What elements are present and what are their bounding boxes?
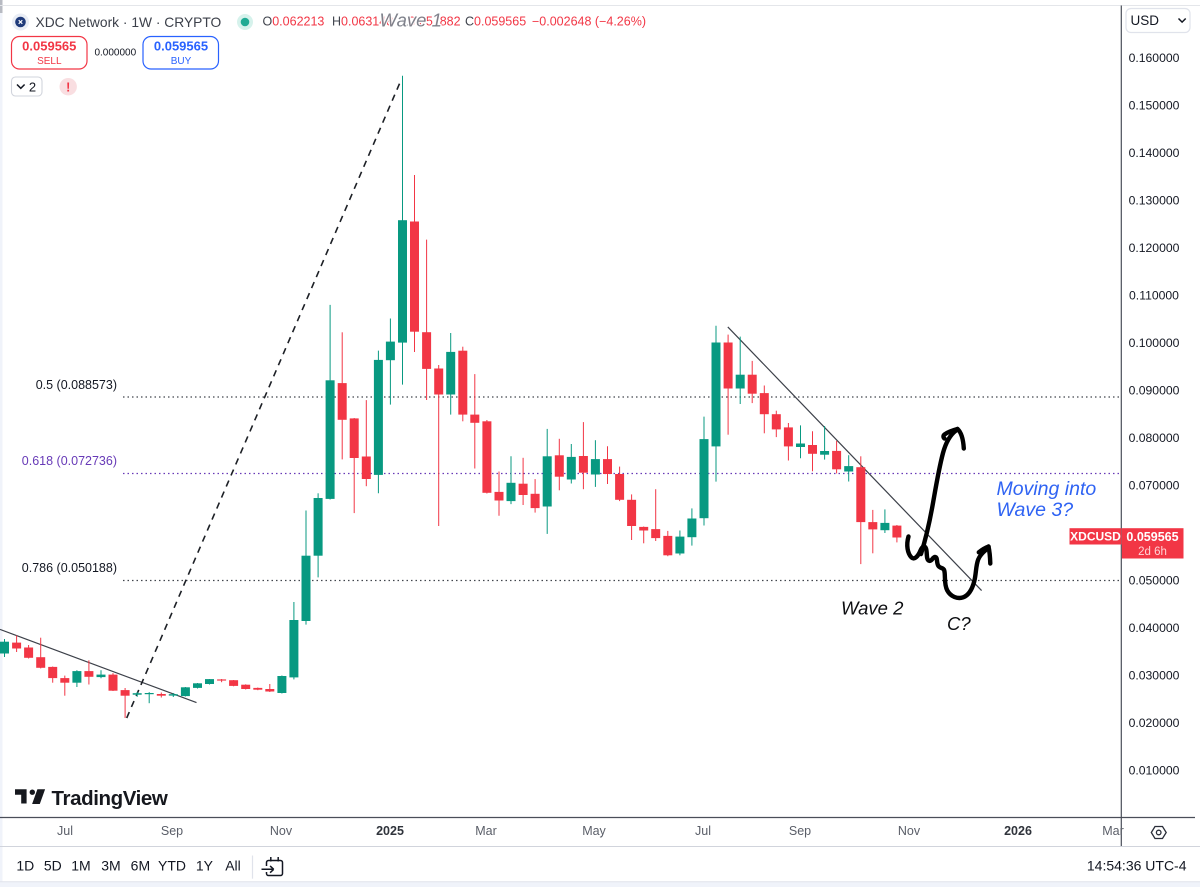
svg-text:1M: 1M — [71, 858, 90, 874]
svg-text:14:54:36 UTC-4: 14:54:36 UTC-4 — [1087, 858, 1187, 874]
svg-text:Mar: Mar — [1102, 824, 1124, 838]
svg-text:0.059565: 0.059565 — [154, 39, 208, 54]
svg-text:0.070000: 0.070000 — [1129, 478, 1180, 492]
svg-text:Jul: Jul — [57, 824, 73, 838]
svg-text:0.786 (0.050188): 0.786 (0.050188) — [22, 561, 117, 575]
svg-text:0.010000: 0.010000 — [1129, 763, 1180, 777]
svg-text:TradingView: TradingView — [52, 787, 168, 810]
svg-text:!: ! — [66, 80, 70, 94]
svg-text:C?: C? — [947, 613, 971, 634]
svg-text:3M: 3M — [101, 858, 120, 874]
svg-text:0.020000: 0.020000 — [1129, 716, 1180, 730]
svg-text:All: All — [225, 858, 241, 874]
svg-text:L0.057882: L0.057882 — [402, 14, 461, 28]
svg-text:2: 2 — [29, 80, 36, 95]
svg-text:0.130000: 0.130000 — [1129, 193, 1180, 207]
svg-text:O0.062213: O0.062213 — [263, 14, 325, 28]
svg-text:0.110000: 0.110000 — [1129, 288, 1179, 302]
svg-text:May: May — [582, 824, 606, 838]
svg-text:XDC Network · 1W · CRYPTO: XDC Network · 1W · CRYPTO — [36, 15, 222, 30]
svg-text:2025: 2025 — [376, 824, 404, 838]
svg-text:USD: USD — [1131, 13, 1160, 28]
svg-text:Nov: Nov — [898, 824, 921, 838]
svg-text:BUY: BUY — [171, 56, 192, 67]
svg-text:2d 6h: 2d 6h — [1138, 546, 1167, 558]
svg-text:6M: 6M — [131, 858, 150, 874]
svg-text:Wave 1: Wave 1 — [380, 10, 442, 31]
svg-text:0.090000: 0.090000 — [1129, 383, 1180, 397]
svg-text:Nov: Nov — [270, 824, 293, 838]
svg-text:SELL: SELL — [37, 56, 62, 67]
svg-text:1Y: 1Y — [196, 858, 214, 874]
svg-text:Wave 2: Wave 2 — [841, 598, 904, 619]
svg-text:0.059565: 0.059565 — [22, 39, 76, 54]
svg-text:0.140000: 0.140000 — [1129, 146, 1180, 160]
svg-text:0.100000: 0.100000 — [1129, 336, 1180, 350]
svg-text:0.150000: 0.150000 — [1129, 98, 1180, 112]
svg-text:Jul: Jul — [695, 824, 711, 838]
svg-text:Moving into: Moving into — [997, 478, 1097, 500]
svg-text:0.160000: 0.160000 — [1129, 51, 1180, 65]
svg-text:0.030000: 0.030000 — [1129, 668, 1180, 682]
svg-text:2026: 2026 — [1004, 824, 1032, 838]
svg-text:5D: 5D — [44, 858, 62, 874]
svg-text:0.000000: 0.000000 — [94, 48, 136, 59]
svg-text:0.120000: 0.120000 — [1129, 241, 1180, 255]
svg-text:0.5 (0.088573): 0.5 (0.088573) — [36, 378, 117, 392]
svg-text:Mar: Mar — [475, 824, 497, 838]
svg-text:0.059565: 0.059565 — [1126, 530, 1178, 544]
svg-text:Wave 3?: Wave 3? — [997, 499, 1074, 521]
svg-text:Sep: Sep — [161, 824, 183, 838]
svg-text:0.080000: 0.080000 — [1129, 431, 1180, 445]
svg-text:0.050000: 0.050000 — [1129, 573, 1180, 587]
svg-text:−0.002648 (−4.26%): −0.002648 (−4.26%) — [532, 14, 646, 28]
svg-text:1D: 1D — [16, 858, 34, 874]
svg-text:0.040000: 0.040000 — [1129, 621, 1180, 635]
svg-text:C0.059565: C0.059565 — [465, 14, 526, 28]
svg-text:YTD: YTD — [158, 858, 186, 874]
svg-text:Sep: Sep — [789, 824, 811, 838]
svg-text:H0.063148: H0.063148 — [332, 14, 393, 28]
svg-text:XDCUSD: XDCUSD — [1070, 530, 1121, 544]
svg-text:0.618 (0.072736): 0.618 (0.072736) — [22, 454, 117, 468]
